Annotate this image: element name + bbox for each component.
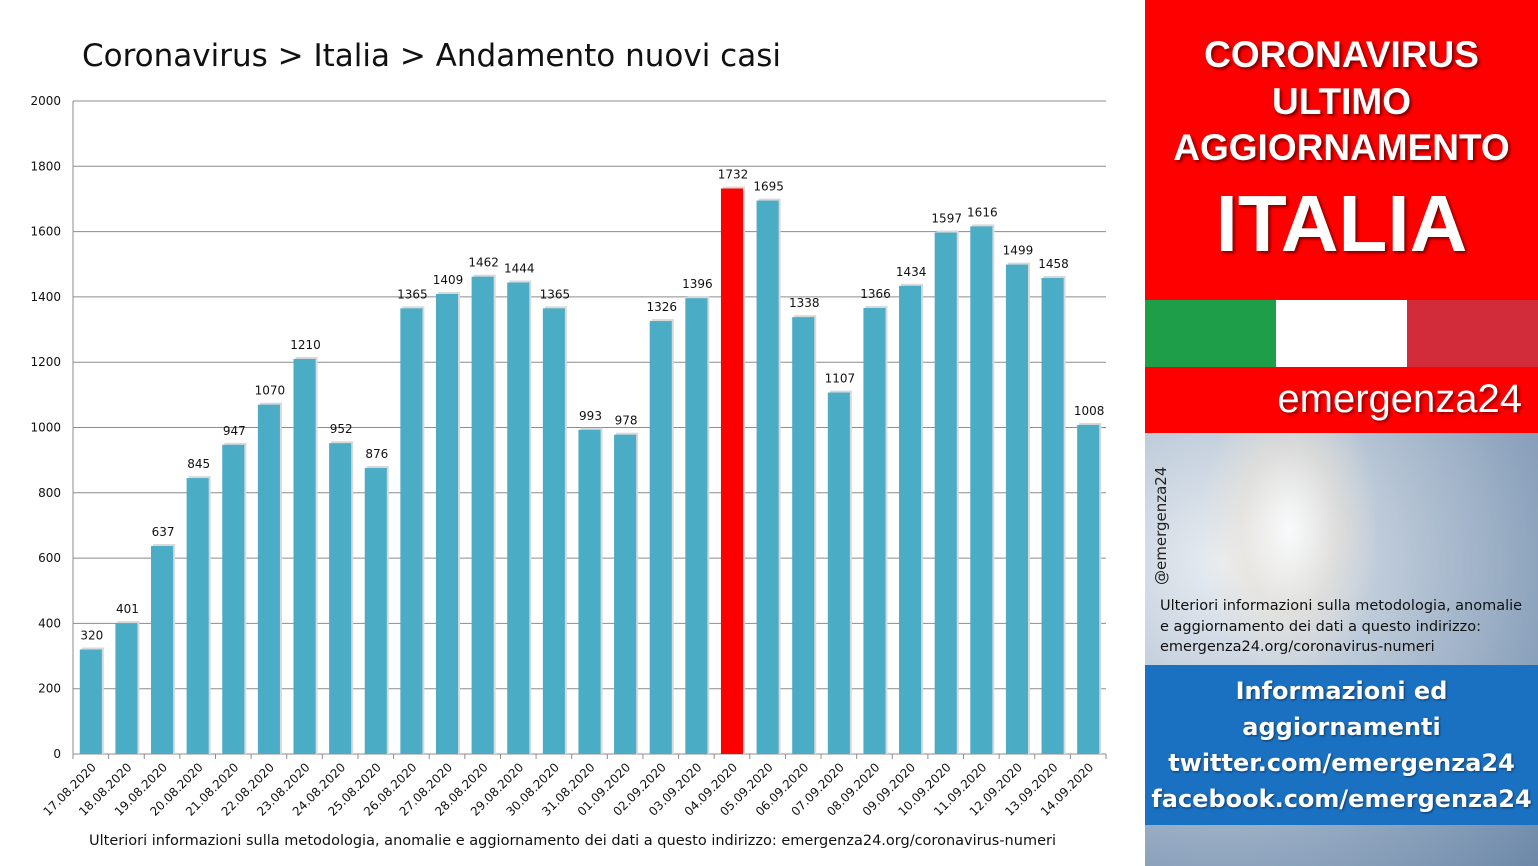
bar-value-label: 637: [152, 525, 175, 539]
bar: [435, 293, 459, 754]
side-info-line: Ulteriori informazioni sulla metodologia…: [1160, 598, 1523, 614]
bar-value-label: 1444: [504, 262, 535, 276]
bar: [899, 285, 922, 754]
brand-banner: emergenza24: [1145, 367, 1538, 433]
bar: [614, 434, 637, 754]
bar: [1005, 264, 1028, 754]
info-box: Informazioni ed aggiornamenti twitter.co…: [1145, 665, 1538, 825]
bar: [578, 429, 601, 754]
bar: [364, 467, 387, 754]
bar-value-label: 1409: [433, 273, 464, 287]
bar-value-label: 401: [116, 602, 139, 616]
bar: [1041, 277, 1064, 754]
side-info-line: e aggiornamento dei dati a questo indiri…: [1160, 618, 1482, 635]
bar: [222, 444, 245, 754]
bar: [79, 649, 102, 754]
info-box-line: aggiornamenti: [1242, 713, 1441, 741]
y-tick-label: 200: [38, 682, 61, 696]
bar: [970, 226, 993, 755]
y-tick-label: 1000: [30, 421, 61, 435]
header-line-ultimo: ULTIMO: [1271, 81, 1412, 122]
facebook-link[interactable]: facebook.com/emergenza24: [1151, 785, 1532, 813]
bar: [329, 443, 352, 754]
bar-value-label: 1732: [718, 168, 749, 182]
bar-value-label: 1210: [290, 338, 321, 352]
chart-area: Coronavirus > Italia > Andamento nuovi c…: [30, 38, 1107, 849]
bar-value-label: 1365: [397, 287, 428, 301]
bar-value-label: 952: [330, 422, 353, 436]
background-photo-highlight: [1205, 433, 1375, 673]
y-tick-label: 1800: [30, 159, 61, 173]
flag-red-stripe: [1407, 300, 1538, 367]
bar-value-label: 993: [579, 409, 602, 423]
bar: [507, 282, 530, 754]
bar-value-label: 1107: [825, 372, 856, 386]
side-info-link[interactable]: emergenza24.org/coronavirus-numeri: [1160, 639, 1435, 655]
italian-flag: [1145, 300, 1538, 367]
bar-value-label: 1366: [860, 287, 891, 301]
brand-name: emergenza24: [1277, 377, 1522, 421]
social-handle: @emergenza24: [1152, 466, 1170, 585]
bar: [257, 404, 280, 754]
bar-value-label: 320: [80, 629, 103, 643]
bar-value-label: 1597: [931, 212, 962, 226]
bar-highlight: [720, 188, 744, 754]
bar-value-label: 1396: [682, 277, 713, 291]
bar-value-label: 1365: [540, 287, 571, 301]
bar: [293, 358, 316, 754]
y-tick-label: 1400: [30, 290, 61, 304]
bar-value-label: 1326: [646, 300, 677, 314]
y-tick-label: 400: [38, 616, 61, 630]
bar-value-label: 1462: [468, 256, 499, 270]
bar: [649, 321, 672, 754]
bar-value-label: 876: [365, 447, 388, 461]
y-tick-label: 1200: [30, 355, 61, 369]
header-line-coronavirus: CORONAVIRUS: [1204, 34, 1479, 75]
bar-value-label: 845: [187, 457, 210, 471]
bar: [685, 298, 708, 754]
bar-value-label: 1008: [1074, 404, 1105, 418]
info-box-line: Informazioni ed: [1235, 677, 1448, 705]
header-country: ITALIA: [1215, 179, 1468, 268]
bar: [400, 308, 423, 754]
bar: [151, 546, 174, 754]
bar: [756, 200, 779, 754]
y-tick-label: 600: [38, 551, 61, 565]
y-tick-label: 2000: [30, 94, 61, 108]
chart-title: Coronavirus > Italia > Andamento nuovi c…: [82, 38, 781, 74]
header-line-aggiornamento: AGGIORNAMENTO: [1173, 127, 1510, 168]
bar: [115, 623, 138, 754]
bar: [792, 317, 815, 754]
bar: [186, 478, 209, 754]
y-tick-label: 0: [53, 747, 61, 761]
bar: [827, 392, 850, 754]
header-banner: CORONAVIRUS ULTIMO AGGIORNAMENTO ITALIA: [1145, 0, 1538, 300]
bar-value-label: 1616: [967, 205, 998, 219]
bar-value-label: 947: [223, 424, 246, 438]
bar: [471, 276, 494, 754]
bar-value-label: 1458: [1038, 257, 1069, 271]
flag-white-stripe: [1276, 300, 1407, 367]
flag-green-stripe: [1145, 300, 1276, 367]
bar: [934, 232, 957, 755]
y-tick-label: 800: [38, 486, 61, 500]
footer-note: Ulteriori informazioni sulla metodologia…: [89, 833, 1056, 849]
side-info-text: Ulteriori informazioni sulla metodologia…: [1160, 596, 1530, 658]
bar-value-label: 978: [615, 414, 638, 428]
bar-value-label: 1070: [255, 384, 286, 398]
bar: [542, 308, 565, 754]
bar-value-label: 1338: [789, 296, 820, 310]
bar: [863, 308, 886, 754]
bar: [1077, 424, 1100, 754]
bar-value-label: 1434: [896, 265, 927, 279]
bar-value-label: 1499: [1003, 244, 1034, 258]
bar-value-label: 1695: [753, 180, 784, 194]
twitter-link[interactable]: twitter.com/emergenza24: [1168, 749, 1515, 777]
y-tick-label: 1600: [30, 225, 61, 239]
bar-chart: 0 200 400 600 800 1000 1200 1400 1600 1800 2000 320…: [30, 94, 1107, 819]
